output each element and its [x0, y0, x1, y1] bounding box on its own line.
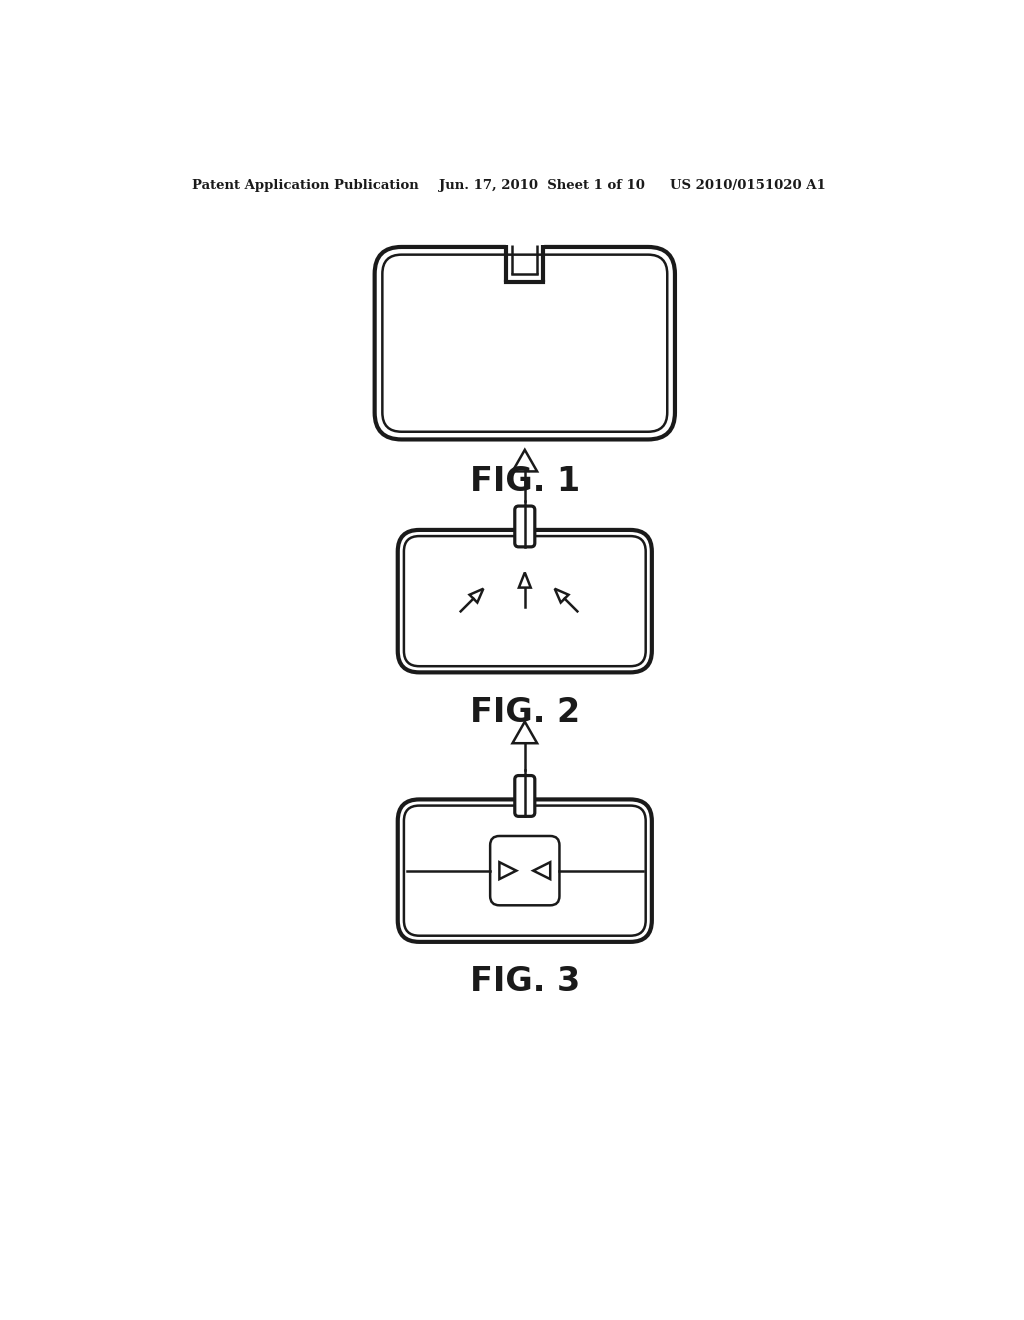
FancyBboxPatch shape — [515, 506, 535, 546]
FancyBboxPatch shape — [403, 536, 646, 667]
FancyBboxPatch shape — [403, 805, 646, 936]
Text: US 2010/0151020 A1: US 2010/0151020 A1 — [670, 178, 825, 191]
Text: FIG. 2: FIG. 2 — [470, 696, 580, 729]
FancyBboxPatch shape — [515, 776, 535, 816]
Text: Patent Application Publication: Patent Application Publication — [193, 178, 419, 191]
FancyBboxPatch shape — [397, 529, 652, 672]
FancyBboxPatch shape — [382, 255, 668, 432]
Text: FIG. 3: FIG. 3 — [470, 965, 580, 998]
Bar — [506, 240, 544, 251]
Bar — [512, 242, 538, 249]
Text: Jun. 17, 2010  Sheet 1 of 10: Jun. 17, 2010 Sheet 1 of 10 — [438, 178, 644, 191]
Text: FIG. 1: FIG. 1 — [470, 466, 580, 499]
FancyBboxPatch shape — [375, 247, 675, 440]
FancyBboxPatch shape — [397, 800, 652, 942]
FancyBboxPatch shape — [490, 836, 559, 906]
